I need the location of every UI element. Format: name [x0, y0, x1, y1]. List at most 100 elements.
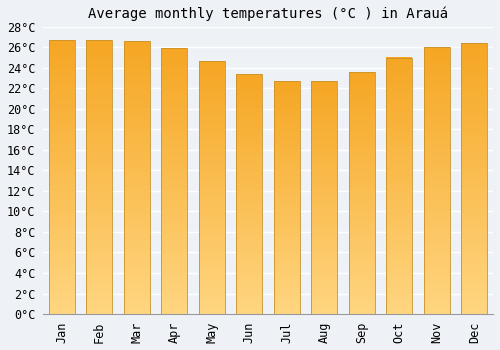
Bar	[86, 149, 113, 152]
Bar	[198, 144, 225, 147]
Bar	[461, 138, 487, 141]
Bar	[48, 194, 75, 196]
Bar	[386, 216, 412, 219]
Bar	[86, 119, 113, 122]
Bar	[161, 80, 188, 83]
Bar	[198, 124, 225, 126]
Bar	[348, 132, 375, 135]
Bar	[161, 295, 188, 298]
Bar	[161, 189, 188, 192]
Bar	[348, 135, 375, 137]
Bar	[161, 250, 188, 253]
Bar	[161, 136, 188, 139]
Bar	[461, 94, 487, 97]
Bar	[348, 164, 375, 166]
Bar	[461, 143, 487, 146]
Bar	[124, 306, 150, 309]
Bar	[124, 169, 150, 172]
Bar	[348, 171, 375, 174]
Bar	[424, 98, 450, 101]
Bar	[386, 165, 412, 168]
Bar	[274, 237, 300, 239]
Bar	[236, 228, 262, 230]
Bar	[198, 172, 225, 175]
Bar	[311, 121, 338, 123]
Bar	[311, 221, 338, 223]
Bar	[236, 191, 262, 194]
Bar	[161, 139, 188, 141]
Bar	[461, 141, 487, 144]
Bar	[198, 65, 225, 68]
Bar	[348, 91, 375, 94]
Bar	[461, 43, 487, 314]
Bar	[86, 243, 113, 246]
Bar	[274, 223, 300, 225]
Bar	[461, 260, 487, 262]
Bar	[311, 263, 338, 265]
Bar	[161, 234, 188, 237]
Bar	[86, 275, 113, 279]
Bar	[124, 175, 150, 177]
Bar	[348, 287, 375, 290]
Bar	[386, 150, 412, 153]
Bar	[274, 251, 300, 253]
Bar	[311, 274, 338, 277]
Bar	[348, 200, 375, 203]
Bar	[48, 278, 75, 281]
Bar	[161, 56, 188, 59]
Bar	[311, 235, 338, 237]
Bar	[124, 243, 150, 246]
Bar	[311, 237, 338, 239]
Bar	[424, 52, 450, 55]
Bar	[461, 233, 487, 236]
Bar	[86, 40, 113, 43]
Bar	[274, 144, 300, 146]
Bar	[48, 155, 75, 158]
Bar	[161, 64, 188, 67]
Bar	[311, 279, 338, 281]
Bar	[236, 235, 262, 237]
Bar	[311, 88, 338, 90]
Bar	[311, 190, 338, 193]
Bar	[48, 65, 75, 68]
Bar	[424, 90, 450, 93]
Bar	[461, 73, 487, 76]
Bar	[311, 300, 338, 302]
Bar	[86, 48, 113, 51]
Bar	[86, 311, 113, 314]
Bar	[311, 265, 338, 267]
Bar	[274, 267, 300, 270]
Bar	[161, 247, 188, 250]
Bar	[348, 270, 375, 273]
Bar	[461, 225, 487, 228]
Bar	[386, 245, 412, 247]
Bar	[348, 215, 375, 217]
Bar	[274, 218, 300, 221]
Bar	[424, 215, 450, 218]
Bar	[198, 83, 225, 86]
Bar	[386, 312, 412, 314]
Bar	[461, 208, 487, 211]
Bar	[386, 155, 412, 158]
Bar	[198, 263, 225, 266]
Bar	[386, 86, 412, 88]
Bar	[48, 226, 75, 229]
Bar	[311, 97, 338, 100]
Bar	[274, 151, 300, 153]
Bar	[348, 222, 375, 224]
Bar	[274, 253, 300, 256]
Bar	[86, 81, 113, 84]
Bar	[274, 265, 300, 267]
Bar	[124, 63, 150, 66]
Bar	[311, 135, 338, 137]
Bar	[311, 111, 338, 114]
Bar	[236, 268, 262, 271]
Bar	[311, 223, 338, 225]
Bar	[424, 154, 450, 157]
Bar	[424, 301, 450, 303]
Bar	[424, 71, 450, 74]
Bar	[198, 142, 225, 144]
Bar	[236, 151, 262, 153]
Bar	[236, 165, 262, 168]
Bar	[461, 227, 487, 230]
